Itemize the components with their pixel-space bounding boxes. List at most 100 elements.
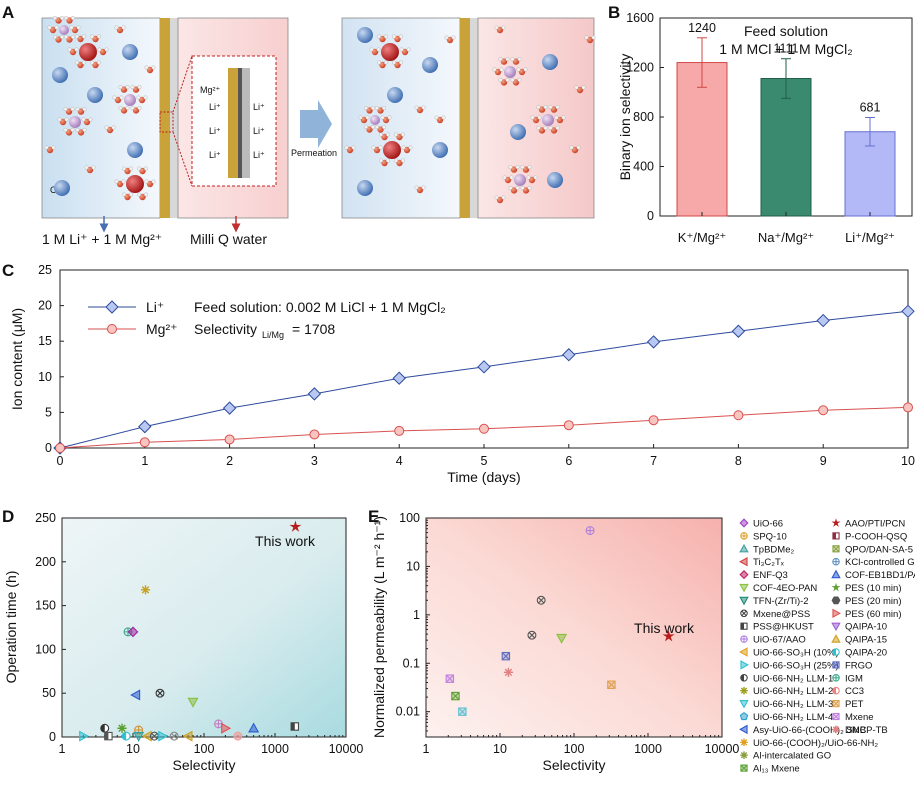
marker-half-fill xyxy=(832,532,836,539)
water-molecule xyxy=(414,185,426,194)
hydrated-ion xyxy=(59,25,69,35)
hydrated-ion xyxy=(381,43,399,61)
legend-item-label: AAO/PTI/PCN xyxy=(845,519,905,530)
legend-item-label: PSS@HKUST xyxy=(753,622,814,633)
water-molecule xyxy=(434,115,446,124)
water-molecule xyxy=(554,115,566,124)
y-tick-label-b: 800 xyxy=(633,110,654,124)
x-tick-label-c: 8 xyxy=(735,454,742,468)
legend-item: Al₁₃ Mxene xyxy=(740,764,800,775)
panel-d: D 1 10 100 1000 10000 0 50 100 150 200 250 Selectiv… xyxy=(2,507,363,773)
data-point-mg xyxy=(818,405,829,416)
legend-item: Mxene xyxy=(832,712,874,723)
legend-item-label: Mxene@PSS xyxy=(753,609,810,620)
legend-item: Mxene@PSS xyxy=(740,609,810,620)
data-point-li xyxy=(138,419,152,434)
legend-item-label: UiO-67/AAO xyxy=(753,635,806,646)
marker-diamond xyxy=(127,626,139,638)
marker-half-fill xyxy=(100,724,105,733)
x-tick-label-c: 4 xyxy=(396,454,403,468)
legend-item-label: P-COOH-QSQ xyxy=(845,531,907,542)
marker-x xyxy=(538,597,545,604)
marker-x xyxy=(832,700,840,708)
data-point-li xyxy=(562,348,576,362)
legend-item: UiO-66-NH₂ LLM-2 xyxy=(740,686,833,697)
data-point-li xyxy=(646,335,661,349)
data-point-e xyxy=(527,630,537,640)
water-molecule xyxy=(502,175,514,184)
legend-item-label: SPQ-10 xyxy=(753,531,787,542)
chart-title-b: Feed solution xyxy=(744,23,828,39)
legend-item-label: QAIPA-15 xyxy=(845,635,887,646)
legend-item: SPQ-10 xyxy=(740,531,787,542)
water-molecule xyxy=(75,127,87,136)
y-tick-label-e: 1 xyxy=(413,608,420,622)
water-molecule xyxy=(548,105,560,113)
marker-asterisk xyxy=(503,667,514,677)
marker-triangle-left xyxy=(182,730,193,742)
water-molecule xyxy=(74,60,86,69)
water-molecule xyxy=(67,47,79,56)
data-point-d xyxy=(155,688,165,698)
water-molecule xyxy=(63,15,75,24)
data-point-mg xyxy=(733,410,744,421)
marker-circle-x xyxy=(527,630,537,640)
svg-text:Li⁺: Li⁺ xyxy=(209,150,221,160)
marker-triangle-left xyxy=(739,556,748,567)
svg-text:Li⁺: Li⁺ xyxy=(253,150,265,160)
y-tick-label-c: 0 xyxy=(45,441,52,455)
x-axis-label-c: Time (days) xyxy=(447,469,520,485)
marker-x xyxy=(151,732,158,740)
marker-triangle xyxy=(831,634,841,643)
data-point-d xyxy=(248,722,260,733)
permeation-arrow xyxy=(300,100,332,148)
legend-item: PES (60 min) xyxy=(832,608,902,620)
x-tick-label-e: 10 xyxy=(493,742,507,756)
marker-star xyxy=(831,518,841,527)
panel-c-letter: C xyxy=(2,261,14,280)
data-point-e xyxy=(607,680,616,689)
water-molecule xyxy=(548,125,560,134)
marker-asterisk xyxy=(740,738,748,747)
marker-circle xyxy=(233,731,243,741)
marker-x xyxy=(528,632,536,639)
ion-illustrations xyxy=(44,15,596,204)
data-point-d xyxy=(290,722,300,731)
water-molecule xyxy=(375,125,387,133)
marker-x xyxy=(501,652,510,661)
legend-item: ENF-Q3 xyxy=(739,570,788,581)
marker-cross xyxy=(832,674,840,682)
legend-item-label: QPO/DAN-SA-5 xyxy=(845,544,913,555)
water-molecule xyxy=(84,165,96,174)
y-tick-label-d: 100 xyxy=(35,642,56,656)
marker-half-fill xyxy=(740,623,744,630)
marker-cross xyxy=(214,719,223,728)
data-point-li xyxy=(731,324,746,338)
this-work-label-e: This work xyxy=(634,620,695,636)
x-tick-label-d: 100 xyxy=(194,742,215,756)
chloride-ion xyxy=(87,87,103,103)
water-molecule xyxy=(53,35,65,43)
legend-item-label: COF-EB1BD1/PAN xyxy=(845,570,915,581)
water-molecule xyxy=(112,95,124,104)
legend-item: TFN-(Zr/Ti)-2 xyxy=(739,596,809,607)
water-molecule xyxy=(53,15,65,24)
water-molecule xyxy=(371,145,383,154)
panel-e-letter: E xyxy=(368,507,379,526)
chloride-ion xyxy=(357,27,373,43)
water-molecule xyxy=(498,57,510,65)
legend-item: IGM xyxy=(832,673,863,684)
legend-item: CC3 xyxy=(832,686,864,697)
selectivity-label: Selectivity xyxy=(194,321,257,337)
legend-item-label: PES (20 min) xyxy=(845,596,902,607)
x-tick-label-b: Li⁺/Mg²⁺ xyxy=(845,230,895,245)
data-point-d xyxy=(233,731,243,741)
legend-item: UiO-66-SO₃H (10%) xyxy=(739,647,839,659)
y-tick-label-b: 1600 xyxy=(626,11,654,25)
y-tick-label-d: 150 xyxy=(35,599,56,613)
water-molecule xyxy=(75,107,87,115)
svg-text:Li⁺: Li⁺ xyxy=(253,102,265,112)
legend-item-label: TFN-(Zr/Ti)-2 xyxy=(753,596,809,607)
y-tick-label-d: 200 xyxy=(35,555,56,569)
panel-b-letter: B xyxy=(608,3,620,22)
